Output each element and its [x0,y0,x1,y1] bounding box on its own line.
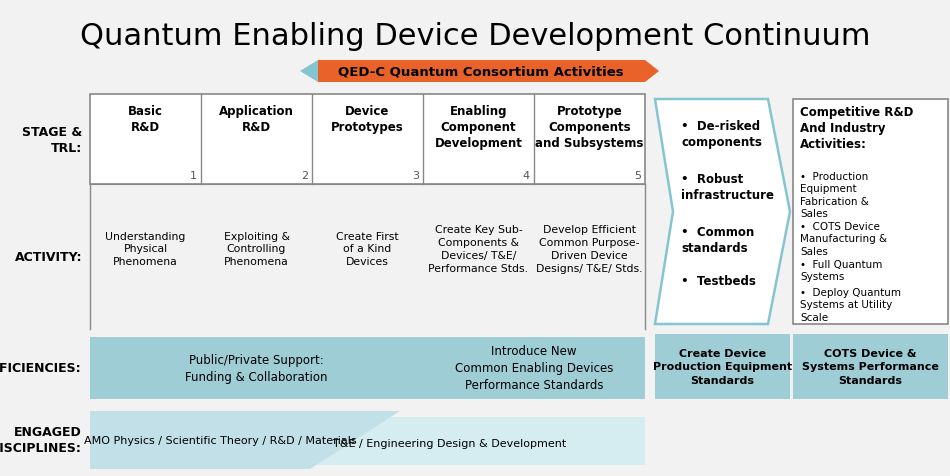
Text: Device
Prototypes: Device Prototypes [332,105,404,134]
Text: Create First
of a Kind
Devices: Create First of a Kind Devices [336,231,399,267]
Text: Create Key Sub-
Components &
Devices/ T&E/
Performance Stds.: Create Key Sub- Components & Devices/ T&… [428,225,528,273]
Text: COTS Device &
Systems Performance
Standards: COTS Device & Systems Performance Standa… [802,348,939,385]
Text: 3: 3 [412,170,419,180]
Polygon shape [180,417,645,465]
Text: 5: 5 [634,170,641,180]
Text: •  Deploy Quantum
Systems at Utility
Scale: • Deploy Quantum Systems at Utility Scal… [800,288,901,322]
Text: QED-C Quantum Consortium Activities: QED-C Quantum Consortium Activities [337,65,623,79]
Text: Public/Private Support:
Funding & Collaboration: Public/Private Support: Funding & Collab… [185,353,328,383]
Text: Develop Efficient
Common Purpose-
Driven Device
Designs/ T&E/ Stds.: Develop Efficient Common Purpose- Driven… [536,225,643,273]
Polygon shape [318,61,659,83]
Text: EFFICIENCIES:: EFFICIENCIES: [0,362,82,375]
Text: Introduce New
Common Enabling Devices
Performance Standards: Introduce New Common Enabling Devices Pe… [455,345,613,392]
Text: STAGE &
TRL:: STAGE & TRL: [22,125,82,154]
Text: Create Device
Production Equipment
Standards: Create Device Production Equipment Stand… [653,348,792,385]
Text: T&E / Engineering Design & Development: T&E / Engineering Design & Development [333,438,566,448]
Polygon shape [90,411,400,469]
Text: •  Full Quantum
Systems: • Full Quantum Systems [800,259,883,282]
Bar [90,337,423,399]
Bar [793,100,948,324]
Text: Understanding
Physical
Phenomena: Understanding Physical Phenomena [105,231,185,267]
Text: Competitive R&D
And Industry
Activities:: Competitive R&D And Industry Activities: [800,106,913,151]
Text: •  COTS Device
Manufacturing &
Sales: • COTS Device Manufacturing & Sales [800,221,887,256]
Text: •  Robust
infrastructure: • Robust infrastructure [681,173,774,201]
Text: ACTIVITY:: ACTIVITY: [14,250,82,263]
Bar [423,337,645,399]
Text: Prototype
Components
and Subsystems: Prototype Components and Subsystems [535,105,644,149]
Polygon shape [300,61,318,83]
Bar [90,95,645,185]
Text: •  De-risked
components: • De-risked components [681,120,762,149]
Text: •  Production
Equipment
Fabrication &
Sales: • Production Equipment Fabrication & Sal… [800,172,869,219]
Text: Basic
R&D: Basic R&D [128,105,163,134]
Bar [793,334,948,399]
Bar [655,334,790,399]
Text: 2: 2 [301,170,308,180]
Text: 4: 4 [522,170,530,180]
Text: 1: 1 [190,170,197,180]
Text: AMO Physics / Scientific Theory / R&D / Materials: AMO Physics / Scientific Theory / R&D / … [84,435,356,445]
Text: •  Common
standards: • Common standards [681,226,754,255]
Text: Enabling
Component
Development: Enabling Component Development [434,105,522,149]
Polygon shape [655,100,790,324]
Text: Application
R&D: Application R&D [219,105,294,134]
Text: •  Testbeds: • Testbeds [681,275,756,288]
Text: Quantum Enabling Device Development Continuum: Quantum Enabling Device Development Cont… [80,22,870,51]
Text: ENGAGED
DISCIPLINES:: ENGAGED DISCIPLINES: [0,426,82,455]
Text: Exploiting &
Controlling
Phenomena: Exploiting & Controlling Phenomena [223,231,290,267]
